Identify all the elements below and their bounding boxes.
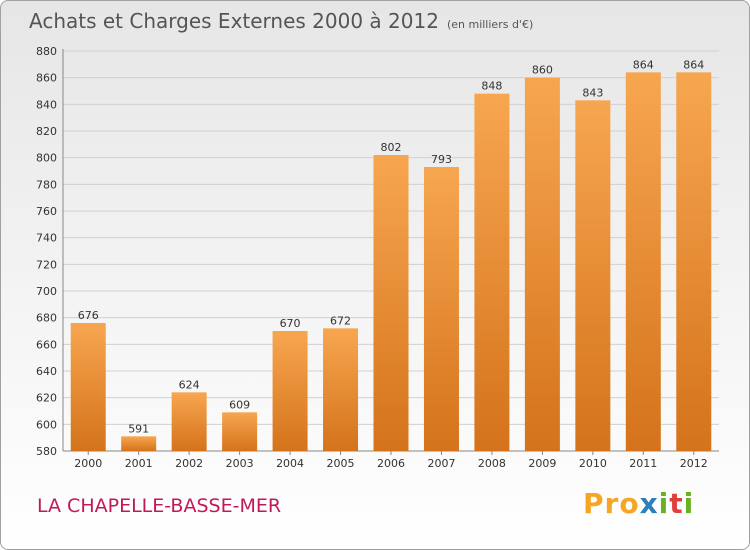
chart-title: Achats et Charges Externes 2000 à 2012 (e…	[29, 9, 533, 33]
y-tick-label: 880	[36, 45, 57, 58]
data-label-2000: 676	[78, 309, 99, 322]
x-tick-label-2004: 2004	[276, 457, 304, 470]
data-label-2006: 802	[381, 141, 402, 154]
bar-2000	[70, 323, 106, 451]
y-tick-label: 860	[36, 72, 57, 85]
x-tick-label-2000: 2000	[74, 457, 102, 470]
y-tick-label: 720	[36, 258, 57, 271]
y-tick-label: 600	[36, 418, 57, 431]
data-label-2011: 864	[633, 58, 654, 71]
bar-2004	[272, 331, 308, 451]
data-label-2007: 793	[431, 153, 452, 166]
y-tick-label: 740	[36, 232, 57, 245]
x-tick-label-2003: 2003	[226, 457, 254, 470]
x-tick-label-2002: 2002	[175, 457, 203, 470]
x-tick-label-2005: 2005	[327, 457, 355, 470]
y-tick-label: 580	[36, 445, 57, 458]
data-label-2003: 609	[229, 398, 250, 411]
y-tick-label: 840	[36, 98, 57, 111]
bar-2002	[171, 392, 207, 451]
bar-2001	[121, 436, 157, 451]
data-label-2009: 860	[532, 64, 553, 77]
y-tick-label: 700	[36, 285, 57, 298]
x-tick-label-2007: 2007	[427, 457, 455, 470]
x-tick-label-2011: 2011	[629, 457, 657, 470]
y-tick-label: 660	[36, 338, 57, 351]
bar-2007	[423, 167, 459, 451]
y-tick-label: 760	[36, 205, 57, 218]
y-axis-ticks: 580 600 620 640 660 680 700 720 740 760 780 800 820 8…	[36, 45, 57, 458]
chart-unit-label: (en milliers d'€)	[446, 18, 534, 31]
bar-2008	[474, 93, 510, 452]
bar-2011	[625, 72, 661, 451]
bar-2012	[676, 72, 712, 451]
data-label-2010: 843	[582, 86, 603, 99]
bar-2005	[323, 328, 359, 451]
data-label-2002: 624	[179, 378, 200, 391]
x-tick-label-2010: 2010	[579, 457, 607, 470]
bar-2003	[222, 412, 258, 451]
y-tick-label: 620	[36, 392, 57, 405]
x-tick-label-2009: 2009	[528, 457, 556, 470]
x-tick-label-2008: 2008	[478, 457, 506, 470]
data-label-2005: 672	[330, 314, 351, 327]
y-tick-label: 820	[36, 125, 57, 138]
x-tick-label-2006: 2006	[377, 457, 405, 470]
data-label-2008: 848	[481, 80, 502, 93]
commune-name: LA CHAPELLE-BASSE-MER	[37, 495, 282, 517]
x-tick-label-2012: 2012	[680, 457, 708, 470]
y-tick-label: 640	[36, 365, 57, 378]
data-labels: 676 591 624 609 670 672 802 793 848 860 843 864 864	[78, 58, 705, 435]
y-tick-label: 680	[36, 312, 57, 325]
chart-title-text: Achats et Charges Externes 2000 à 2012	[29, 9, 439, 33]
data-label-2001: 591	[128, 422, 149, 435]
bars	[70, 72, 712, 452]
x-tick-label-2001: 2001	[125, 457, 153, 470]
y-tick-label: 800	[36, 152, 57, 165]
bar-2006	[373, 155, 409, 451]
y-tick-label: 780	[36, 178, 57, 191]
bar-2009	[524, 77, 560, 452]
proxiti-logo: Proxiti	[583, 487, 695, 520]
data-label-2004: 670	[280, 317, 301, 330]
data-label-2012: 864	[683, 58, 704, 71]
bar-2010	[575, 100, 611, 451]
x-axis-ticks: 2000 2001 2002 2003 2004 2005 2006 2007 2008 2009…	[74, 451, 708, 470]
